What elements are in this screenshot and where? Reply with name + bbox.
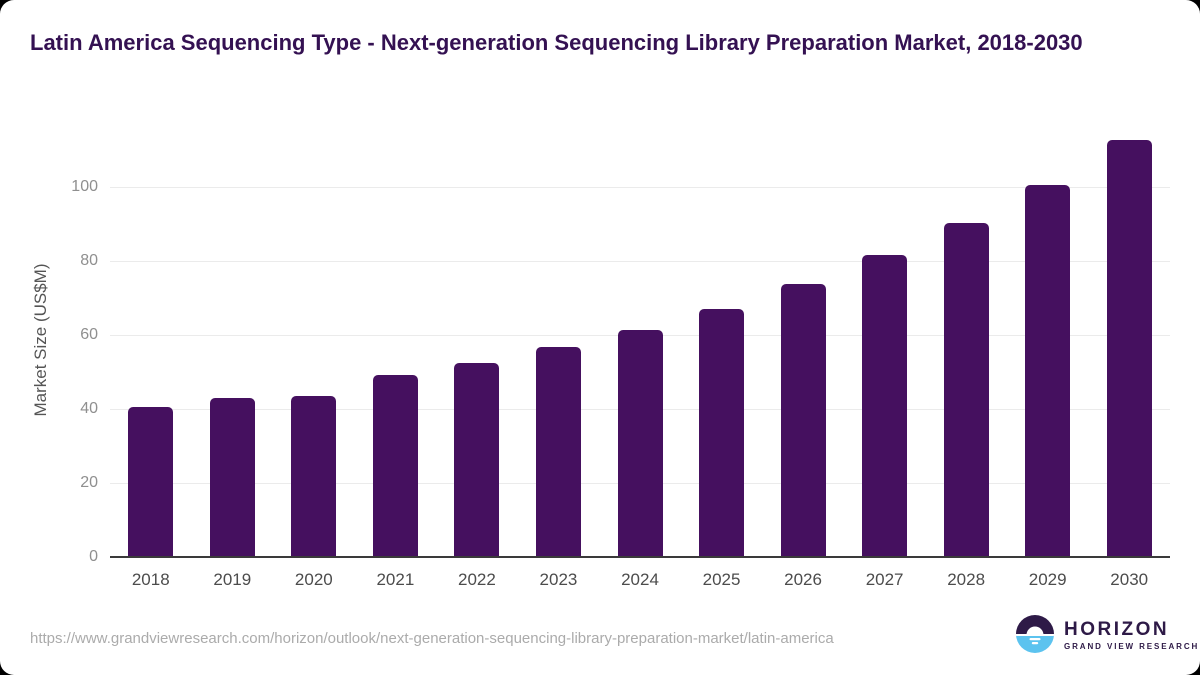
horizon-logo: HORIZON GRAND VIEW RESEARCH xyxy=(1016,614,1199,658)
page-title: Latin America Sequencing Type - Next-gen… xyxy=(30,30,1083,55)
y-tick-100: 100 xyxy=(71,178,98,195)
horizon-logo-text: HORIZON GRAND VIEW RESEARCH xyxy=(1064,620,1199,652)
x-label-2027: 2027 xyxy=(865,570,904,589)
x-label-2023: 2023 xyxy=(539,570,578,589)
source-url: https://www.grandviewresearch.com/horizo… xyxy=(30,630,834,647)
x-label-2020: 2020 xyxy=(294,570,333,589)
bar-2021[interactable] xyxy=(372,374,418,557)
y-tick-20: 20 xyxy=(80,474,98,491)
gridline-100 xyxy=(110,186,1170,188)
x-label-2021: 2021 xyxy=(376,570,415,589)
x-label-2018: 2018 xyxy=(131,570,170,589)
bar-2018[interactable] xyxy=(128,407,174,557)
bar-2019[interactable] xyxy=(209,398,255,557)
bar-2025[interactable] xyxy=(699,309,745,557)
bar-2023[interactable] xyxy=(535,347,581,557)
x-label-2022: 2022 xyxy=(458,570,496,589)
x-label-2030: 2030 xyxy=(1110,570,1149,589)
x-label-2029: 2029 xyxy=(1028,570,1067,589)
x-label-2028: 2028 xyxy=(947,570,986,589)
bar-2029[interactable] xyxy=(1025,184,1071,557)
x-label-2026: 2026 xyxy=(784,570,822,589)
bar-2024[interactable] xyxy=(617,329,663,557)
x-label-2025: 2025 xyxy=(702,570,741,589)
x-label-2024: 2024 xyxy=(621,570,659,589)
horizon-logo-brand: HORIZON xyxy=(1064,619,1170,640)
gridline-80 xyxy=(110,260,1170,262)
x-label-2019: 2019 xyxy=(213,570,252,589)
y-tick-60: 60 xyxy=(80,326,98,343)
bar-2027[interactable] xyxy=(862,255,908,557)
bar-2030[interactable] xyxy=(1106,140,1152,557)
y-tick-80: 80 xyxy=(80,252,98,269)
horizon-logo-icon xyxy=(1016,614,1054,658)
bar-2026[interactable] xyxy=(780,283,826,557)
bar-2022[interactable] xyxy=(454,363,500,557)
horizon-logo-tagline: GRAND VIEW RESEARCH xyxy=(1064,642,1200,651)
bar-2028[interactable] xyxy=(943,222,989,557)
y-tick-40: 40 xyxy=(80,400,98,417)
y-tick-0: 0 xyxy=(89,548,98,565)
bar-2020[interactable] xyxy=(291,396,337,557)
x-axis-line xyxy=(110,556,1170,558)
